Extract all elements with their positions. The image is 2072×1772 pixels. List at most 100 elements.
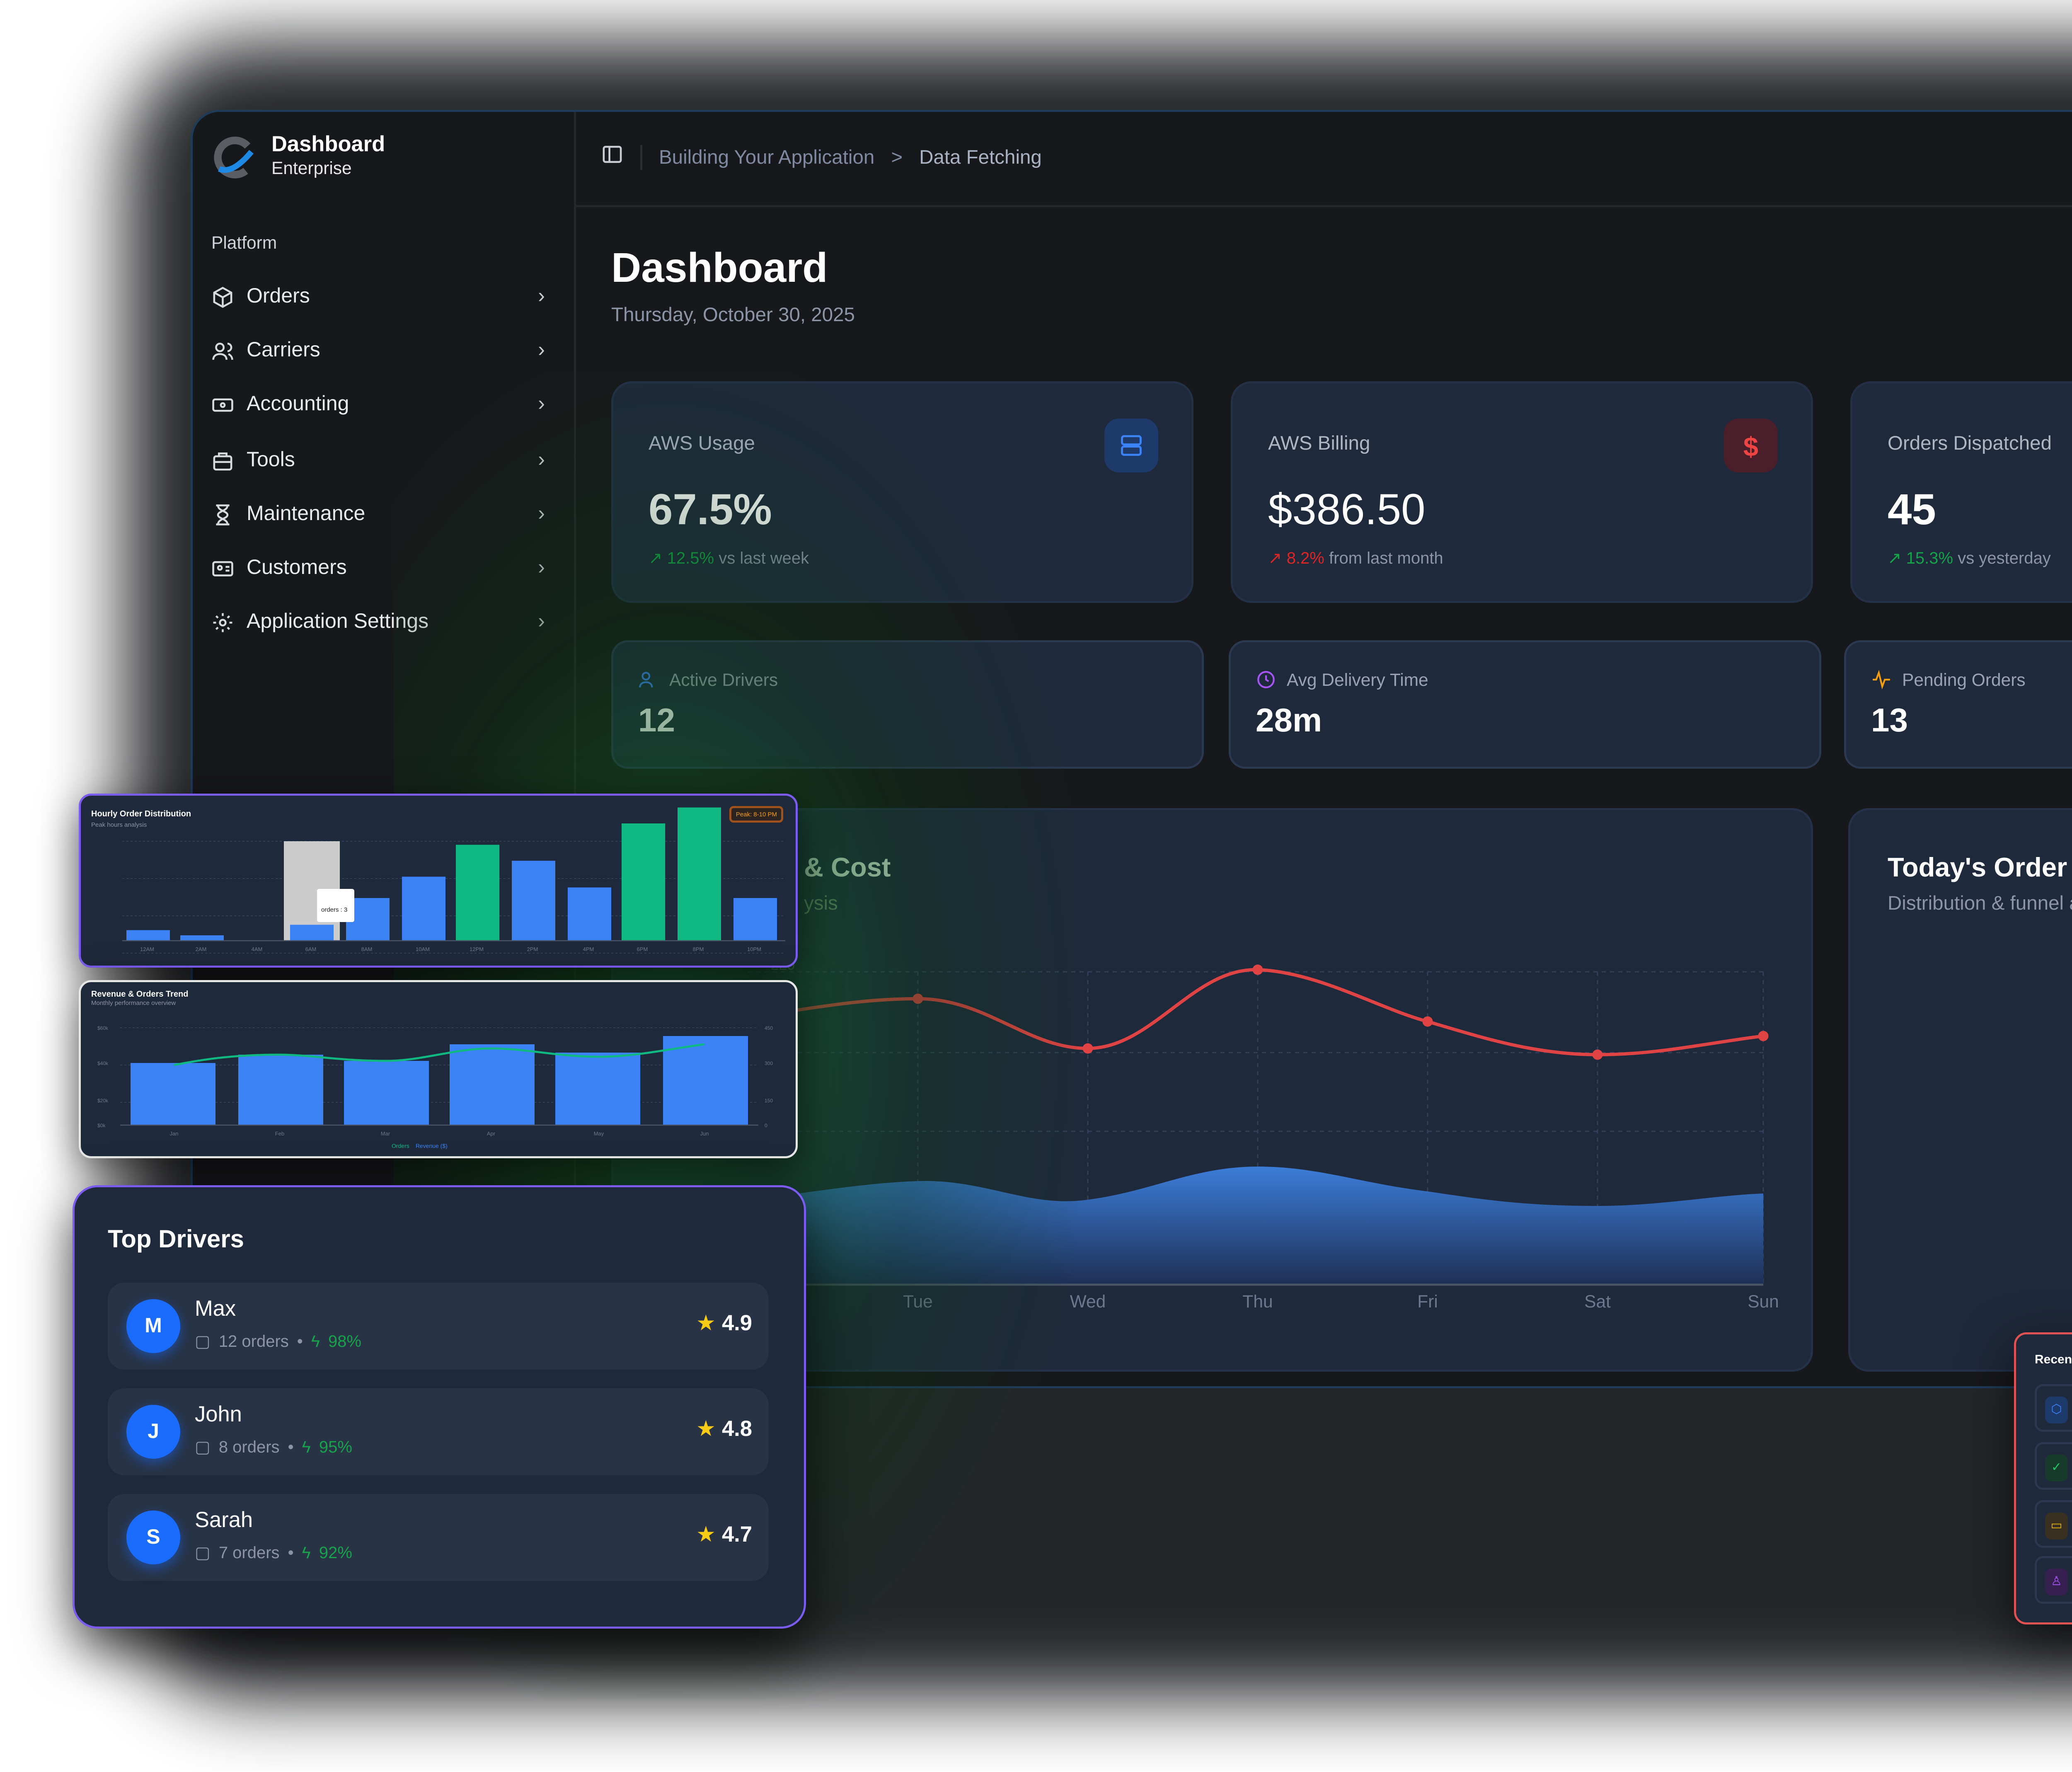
svg-text:Feb: Feb	[275, 1130, 284, 1137]
activity-item[interactable]: ▭ Payment received $245.00 from Order #1…	[2035, 1500, 2072, 1548]
svg-text:May: May	[594, 1130, 604, 1137]
svg-text:$40k: $40k	[97, 1060, 109, 1066]
card-title: Revenue & Orders Trend	[91, 988, 189, 999]
credit-card-icon: ▭	[2045, 1513, 2068, 1540]
driver-rating: 4.8	[721, 1417, 752, 1442]
sidebar-item-orders[interactable]: Orders ›	[209, 269, 557, 324]
stat-value: 13	[1871, 704, 1908, 740]
breadcrumb: Building Your Application > Data Fetchin…	[601, 143, 1042, 172]
zap-icon: ϟ	[311, 1332, 320, 1351]
kpi-value: 45	[1888, 487, 1936, 535]
sidebar-item-carriers[interactable]: Carriers ›	[209, 324, 557, 378]
package-icon	[209, 284, 234, 309]
kpi-card-orders-dispatched: Orders Dispatched 45 ↗ 15.3% vs yesterda…	[1850, 381, 2072, 603]
gear-icon	[209, 611, 234, 636]
revenue-orders-combo-chart[interactable]: Jan Feb Mar Apr May Jun $0k $20k $40k $60k 0 150…	[81, 982, 796, 1156]
page-title: Dashboard	[611, 247, 828, 292]
sidebar-toggle-icon[interactable]	[601, 143, 624, 172]
driver-pct: 98%	[328, 1332, 362, 1351]
dashboard-window: Dashboard Enterprise Platform Orders › C…	[191, 110, 2072, 1388]
sidebar-item-label: Customers	[247, 557, 347, 581]
bag-icon: ▢	[195, 1332, 211, 1351]
zap-icon: ϟ	[302, 1544, 311, 1562]
svg-text:10PM: 10PM	[747, 946, 761, 952]
server-icon	[1104, 419, 1158, 472]
peak-badge: Peak: 8-10 PM	[729, 806, 783, 823]
kpi-trend: ↗ 15.3% vs yesterday	[1888, 549, 2051, 568]
driver-orders: 12 orders	[218, 1332, 289, 1351]
card-title: Top Drivers	[108, 1225, 244, 1254]
driver-pct: 95%	[319, 1438, 352, 1457]
avatar: M	[126, 1299, 180, 1353]
stat-card-pending-orders: Pending Orders 13	[1844, 640, 2072, 769]
kpi-label: Orders Dispatched	[1888, 433, 2052, 456]
chart-legend: Orders Revenue ($)	[392, 1142, 448, 1150]
svg-text:Sat: Sat	[1584, 1292, 1611, 1312]
driver-name: John	[195, 1403, 242, 1428]
card-title: Hourly Order Distribution	[91, 808, 191, 818]
svg-text:6AM: 6AM	[305, 946, 317, 952]
svg-text:2PM: 2PM	[527, 946, 538, 952]
chevron-right-icon: ›	[538, 339, 545, 363]
sidebar-item-label: Carriers	[247, 339, 320, 363]
activity-item[interactable]: ♙ New customer registered John Doe joine…	[2035, 1556, 2072, 1604]
driver-name: Max	[195, 1297, 236, 1322]
toolbox-icon	[209, 448, 234, 472]
kpi-label: AWS Billing	[1268, 433, 1370, 456]
hourly-bar-chart[interactable]: orders : 3 12AM 2AM 4AM 6AM 8AM 10AM 12PM 2PM …	[81, 796, 796, 966]
svg-text:12AM: 12AM	[140, 946, 154, 952]
driver-row[interactable]: S Sarah ▢ 7 orders • ϟ 92% ★ 4.7	[108, 1494, 769, 1581]
order-flow-panel: Today's Order Flow Distribution & funnel…	[1848, 808, 2072, 1372]
package-icon: ⬡	[2045, 1397, 2068, 1423]
svg-text:0: 0	[765, 1123, 767, 1128]
sidebar-item-label: Maintenance	[247, 503, 366, 526]
section-label-platform: Platform	[211, 232, 277, 253]
users-icon	[209, 339, 234, 363]
recent-activity-card: Recent Activity Real-t ⬡ New order dispa…	[2014, 1332, 2072, 1624]
svg-text:Mar: Mar	[381, 1130, 390, 1137]
kpi-trend: ↗ 8.2% from last month	[1268, 549, 1443, 568]
hourglass-icon	[209, 502, 234, 527]
svg-text:$20k: $20k	[97, 1098, 109, 1104]
brand-logo-icon	[214, 136, 254, 177]
star-icon: ★	[696, 1312, 716, 1336]
brand[interactable]: Dashboard Enterprise	[213, 133, 385, 180]
breadcrumb-current: Data Fetching	[919, 146, 1042, 169]
zap-icon: ϟ	[302, 1438, 311, 1457]
stat-label: Pending Orders	[1902, 669, 2026, 690]
svg-text:8AM: 8AM	[361, 946, 373, 952]
banknote-icon	[209, 393, 234, 418]
svg-text:Jan: Jan	[170, 1130, 179, 1137]
breadcrumb-separator: >	[891, 146, 903, 169]
page-date: Thursday, October 30, 2025	[611, 305, 855, 327]
sidebar-item-label: Tools	[247, 448, 295, 472]
bag-icon: ▢	[195, 1438, 211, 1457]
driver-row[interactable]: M Max ▢ 12 orders • ϟ 98% ★ 4.9	[108, 1283, 769, 1370]
svg-text:$0k: $0k	[97, 1123, 106, 1128]
brand-title: Dashboard	[271, 133, 385, 157]
card-subtitle: Monthly performance overview	[91, 999, 176, 1007]
user-check-icon: ♙	[2045, 1569, 2068, 1595]
topbar: Building Your Application > Data Fetchin…	[576, 112, 2072, 207]
stat-value: 28m	[1256, 704, 1322, 740]
chevron-right-icon: ›	[538, 285, 545, 308]
id-card-icon	[209, 557, 234, 581]
star-icon: ★	[696, 1523, 716, 1548]
driver-rating: 4.7	[721, 1523, 752, 1548]
sidebar-nav: Orders › Carriers › Accounting › Tools ›	[209, 269, 557, 651]
svg-text:450: 450	[765, 1025, 773, 1031]
activity-item[interactable]: ✓ Order #1234 delivered Customer rating:…	[2035, 1442, 2072, 1490]
svg-text:Apr: Apr	[487, 1130, 496, 1137]
legend-orders[interactable]: Orders	[392, 1142, 409, 1150]
sidebar-item-label: Orders	[247, 285, 310, 308]
divider	[640, 145, 642, 170]
card-subtitle: Peak hours analysis	[91, 821, 147, 829]
svg-text:Thu: Thu	[1242, 1292, 1273, 1312]
legend-revenue[interactable]: Revenue ($)	[415, 1142, 448, 1150]
activity-item[interactable]: ⬡ New order dispatched Order #1567 to Do…	[2035, 1384, 2072, 1432]
panel-title: Today's Order Flow	[1888, 852, 2072, 883]
svg-text:8PM: 8PM	[693, 946, 704, 952]
breadcrumb-item[interactable]: Building Your Application	[659, 146, 875, 169]
driver-row[interactable]: J John ▢ 8 orders • ϟ 95% ★ 4.8	[108, 1388, 769, 1475]
